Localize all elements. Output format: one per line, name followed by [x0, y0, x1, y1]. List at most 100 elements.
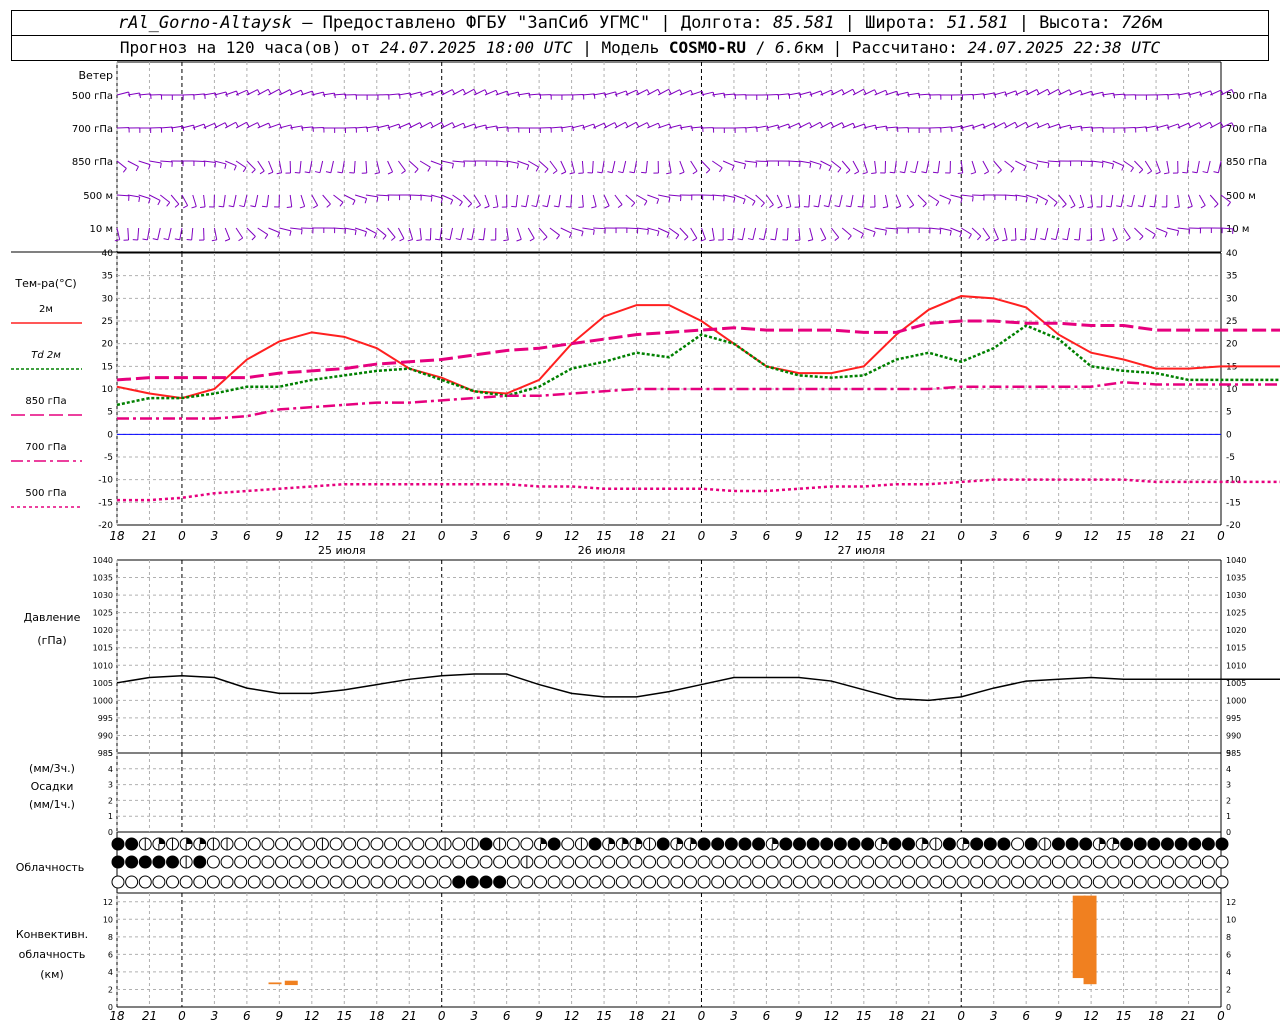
bottom-hour-tick-label: 6 — [243, 1009, 251, 1023]
cloud-mark — [889, 838, 901, 850]
wind-barb — [592, 161, 593, 173]
cloud-circle — [739, 876, 751, 888]
cloud-mark — [875, 876, 887, 888]
wind-barb — [680, 161, 684, 172]
temp-tick-label-left: 15 — [102, 362, 113, 372]
wind-level-label-right: 850 гПа — [1226, 157, 1267, 168]
cloud-mark — [657, 856, 669, 868]
cloud-mark — [344, 838, 356, 850]
wind-barb — [582, 161, 583, 173]
cloud-mark — [1148, 876, 1160, 888]
wind-barb — [593, 93, 605, 95]
cloud-circle — [998, 856, 1010, 868]
wind-barb-feather — [874, 232, 876, 237]
cloud-mark — [303, 876, 315, 888]
hour-tick-label: 9 — [535, 529, 543, 543]
wind-barb — [929, 228, 941, 229]
cloud-circle — [971, 876, 983, 888]
wind-barb-feather — [305, 172, 310, 173]
cloud-circle — [1080, 838, 1092, 850]
bottom-hour-tick-label: 9 — [535, 1009, 543, 1023]
wind-barb — [831, 161, 840, 168]
wind-barb — [355, 228, 366, 232]
wind-barb-feather — [215, 162, 216, 167]
cloud-circle — [821, 876, 833, 888]
wind-barb-feather — [800, 93, 801, 98]
wind-barb — [331, 161, 334, 173]
wind-barb-feather — [1099, 240, 1104, 241]
wind-barb — [885, 228, 897, 229]
wind-barb — [842, 228, 851, 236]
cloud-circle — [398, 876, 410, 888]
wind-barb-feather — [313, 205, 317, 207]
temp-tick-label-right: -5 — [1226, 453, 1235, 463]
cloud-circle — [889, 838, 901, 850]
wind-barb — [1069, 195, 1075, 206]
wind-barb — [398, 123, 409, 128]
wind-barb-feather — [355, 230, 356, 235]
cloud-mark — [521, 856, 533, 868]
wind-barb-feather — [456, 239, 461, 240]
cloud-circle — [862, 856, 874, 868]
wind-barb — [398, 228, 404, 239]
wind-barb-feather — [752, 201, 755, 205]
wind-barb — [712, 161, 722, 168]
wind-barb-feather — [1228, 202, 1231, 206]
wind-barb — [171, 126, 183, 128]
wind-barb-feather — [693, 238, 697, 241]
wind-barb — [691, 127, 703, 128]
wind-barb-feather — [1189, 93, 1190, 98]
cloud-circle — [739, 838, 751, 850]
wind-barb-feather — [553, 171, 557, 174]
wind-barb — [160, 127, 172, 128]
wind-barb — [1026, 195, 1037, 199]
wind-level-label-left: 500 м — [83, 191, 113, 202]
wind-barb — [1091, 195, 1092, 207]
wind-barb — [821, 161, 832, 166]
cloud-mark — [807, 838, 819, 850]
cloud-quarter-fill — [186, 838, 192, 844]
wind-barb-feather — [353, 200, 355, 204]
cloud-circle — [1189, 838, 1201, 850]
wind-barb-feather — [229, 206, 234, 207]
cloud-circle — [889, 856, 901, 868]
cloud-mark — [1080, 856, 1092, 868]
wind-barb-feather — [658, 89, 660, 93]
cloud-mark — [262, 876, 274, 888]
wind-barb — [777, 94, 789, 95]
wind-barb-feather — [511, 206, 516, 207]
cloud-circle — [957, 876, 969, 888]
cloud-mark — [494, 856, 506, 868]
wind-barb — [612, 161, 615, 173]
wind-barb-feather — [573, 126, 574, 131]
cloud-mark — [1066, 838, 1078, 850]
hour-tick-label: 3 — [470, 529, 478, 543]
wind-barb-feather — [315, 172, 320, 173]
pressure-tick-label-right: 1000 — [1226, 696, 1246, 705]
wind-barb — [214, 161, 226, 164]
wind-barb — [863, 195, 864, 207]
conv-tick-label-left: 2 — [108, 985, 113, 994]
wind-barb-feather — [958, 173, 963, 174]
wind-barb — [1143, 195, 1145, 207]
wind-barb — [691, 161, 697, 171]
cloud-circle — [1161, 838, 1173, 850]
cloud-circle — [984, 876, 996, 888]
cloud-mark — [984, 856, 996, 868]
wind-barb — [333, 228, 345, 229]
pressure-tick-label-right: 1025 — [1226, 609, 1246, 618]
cloud-circle — [330, 856, 342, 868]
cloud-circle — [889, 876, 901, 888]
cloud-mark — [207, 876, 219, 888]
cloud-circle — [821, 856, 833, 868]
legend-label: 2м — [39, 304, 53, 315]
wind-barb-feather — [290, 90, 292, 94]
cloud-mark — [575, 838, 587, 850]
wind-barb-feather — [676, 235, 679, 239]
wind-barb — [788, 195, 791, 207]
cloud-mark — [793, 856, 805, 868]
wind-barb — [723, 161, 734, 166]
cloud-quarter-fill — [690, 838, 696, 844]
wind-barb — [950, 195, 962, 198]
